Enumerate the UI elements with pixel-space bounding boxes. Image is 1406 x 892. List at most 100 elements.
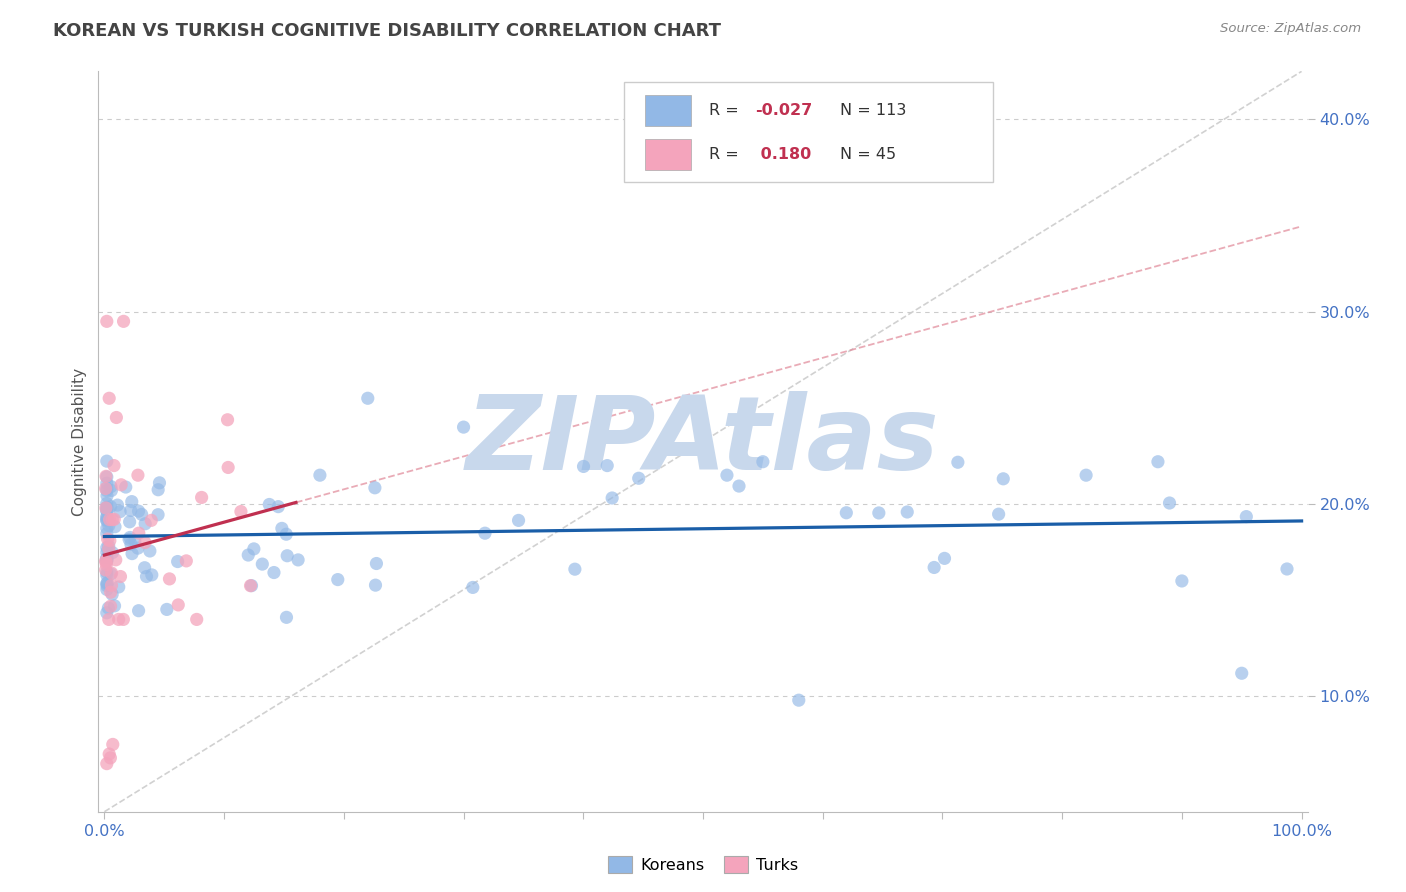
Point [128,604,150,618]
Point [276,549,298,563]
Point [104,520,127,534]
Text: 0.180: 0.180 [755,147,811,161]
Point [94,563,117,577]
Point [134,516,156,531]
Point [166,555,188,569]
Point [100,578,122,592]
Point [112,314,135,328]
Point [101,587,124,601]
Point [107,498,129,512]
Point [364,578,387,592]
Point [728,479,751,493]
Point [96,454,118,468]
Point [868,506,890,520]
Point [96,756,118,771]
Point [600,491,623,505]
Point [103,512,125,526]
Point [97,539,120,553]
Point [1171,574,1194,588]
Point [946,455,969,469]
Text: Source: ZipAtlas.com: Source: ZipAtlas.com [1220,22,1361,36]
Point [96,496,118,510]
Point [508,513,530,527]
Point [118,533,141,547]
Point [96,606,118,620]
Point [108,505,131,519]
Point [96,545,118,559]
Point [474,526,496,541]
Point [934,551,956,566]
Point [96,521,118,535]
Text: R =: R = [709,103,744,118]
Point [96,514,118,528]
Point [1234,509,1257,524]
Point [96,558,118,572]
Point [98,391,121,405]
Point [96,509,118,524]
Point [98,513,121,527]
Point [107,612,129,626]
Point [229,504,252,518]
Point [97,532,120,546]
Point [96,483,118,498]
Text: N = 113: N = 113 [839,103,905,118]
Point [118,515,141,529]
Point [128,504,150,518]
Point [114,480,136,494]
Point [96,550,118,565]
Point [96,541,118,555]
Point [993,472,1015,486]
Point [94,555,117,569]
Point [326,573,349,587]
Point [96,500,118,515]
Point [243,541,266,556]
Point [96,554,118,568]
Point [96,489,118,503]
Point [96,568,118,582]
Point [1230,666,1253,681]
Point [103,458,125,473]
Point [97,612,120,626]
Point [787,693,810,707]
Point [141,568,163,582]
Point [240,579,263,593]
Text: -0.027: -0.027 [755,103,813,118]
Point [100,483,122,498]
Point [118,531,141,545]
Point [100,567,122,582]
Point [922,560,945,574]
Point [96,476,118,491]
Point [96,553,118,567]
Point [103,599,125,613]
Point [100,480,122,494]
Point [100,585,122,599]
Text: N = 45: N = 45 [839,147,896,161]
Point [461,581,484,595]
Point [101,513,124,527]
Point [100,500,122,514]
Point [127,468,149,483]
Point [96,511,118,525]
Point [309,468,332,483]
Point [96,565,118,579]
FancyBboxPatch shape [645,139,690,169]
Point [121,494,143,508]
Point [97,518,120,533]
Legend: Koreans, Turks: Koreans, Turks [602,849,804,880]
Point [96,314,118,328]
Point [186,612,208,626]
Y-axis label: Cognitive Disability: Cognitive Disability [72,368,87,516]
Point [94,554,117,568]
Point [96,551,118,566]
Point [96,513,118,527]
Point [190,491,212,505]
Point [96,470,118,484]
Point [252,557,274,571]
Point [110,569,132,583]
Point [97,601,120,615]
Point [217,460,239,475]
Point [167,598,190,612]
Point [120,503,142,517]
Point [752,455,775,469]
Point [453,420,475,434]
